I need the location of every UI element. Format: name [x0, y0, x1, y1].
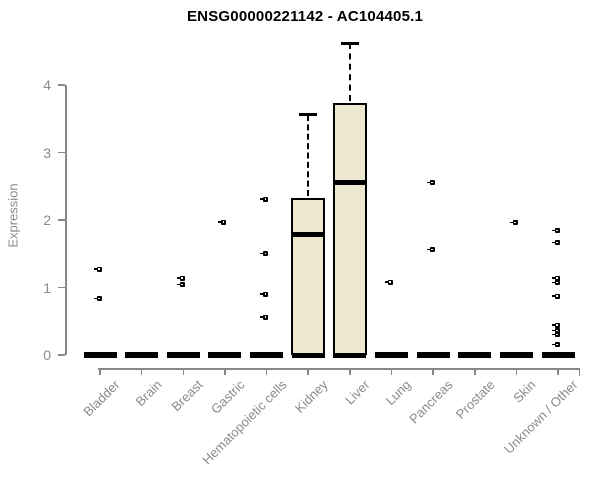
outlier-point	[260, 314, 269, 320]
category-label-bladder: Bladder	[80, 377, 123, 420]
category-label-brain: Brain	[132, 377, 165, 410]
outlier-point	[260, 291, 269, 297]
x-axis-tick	[265, 368, 268, 375]
x-axis-tick	[432, 368, 434, 375]
outlier-point	[551, 342, 560, 348]
zero-expression-bar	[374, 352, 408, 358]
x-axis-end-tick	[578, 368, 580, 376]
category-label-liver: Liver	[341, 377, 373, 408]
outlier-point	[551, 328, 560, 334]
outlier-point	[551, 322, 560, 328]
x-axis-tick	[307, 368, 309, 375]
y-axis-title: Expression	[5, 183, 21, 248]
y-tick-label: 1	[43, 279, 51, 296]
outlier-point	[509, 220, 518, 226]
zero-expression-bar	[125, 352, 159, 358]
y-axis-tick	[58, 84, 65, 86]
y-axis-tick	[58, 151, 65, 154]
y-axis-line	[65, 85, 67, 355]
outlier-point	[384, 279, 393, 285]
outlier-point	[176, 282, 185, 288]
x-axis-tick	[140, 368, 143, 375]
y-axis-tick	[58, 219, 65, 221]
box-liver	[332, 103, 367, 355]
x-axis-tick	[349, 368, 351, 375]
zero-expression-bar	[208, 352, 242, 358]
category-label-gastric: Gastric	[207, 377, 248, 417]
upper-whisker-kidney	[306, 114, 309, 196]
zero-expression-bar	[416, 352, 450, 358]
outlier-point	[93, 266, 102, 272]
chart-title: ENSG00000221142 - AC104405.1	[186, 8, 424, 25]
x-axis-line	[98, 368, 580, 370]
whisker-cap-liver	[340, 41, 359, 45]
category-label-lung: Lung	[383, 377, 415, 409]
outlier-point	[260, 196, 269, 202]
category-label-breast: Breast	[168, 377, 206, 415]
zero-expression-bar	[83, 352, 117, 358]
zero-expression-bar	[250, 352, 284, 358]
x-axis-tick	[390, 368, 393, 375]
outlier-point	[551, 332, 560, 338]
x-axis-tick	[474, 368, 476, 375]
box-kidney	[291, 197, 326, 355]
y-axis-tick	[58, 354, 65, 356]
outlier-point	[551, 293, 560, 299]
x-axis-tick	[557, 368, 559, 375]
x-axis-tick	[515, 368, 518, 375]
category-label-pancreas: Pancreas	[406, 377, 456, 427]
outlier-point	[551, 275, 560, 281]
y-tick-label: 0	[43, 347, 51, 363]
zero-expression-bar	[166, 352, 200, 358]
median-liver	[332, 179, 367, 185]
category-label-prostate: Prostate	[452, 377, 498, 422]
category-label-unknown-other: Unknown / Other	[501, 377, 581, 457]
x-axis-tick	[224, 368, 226, 375]
upper-whisker-liver	[348, 43, 351, 102]
outlier-point	[426, 247, 435, 253]
outlier-point	[93, 296, 102, 302]
median-kidney	[291, 232, 326, 238]
outlier-point	[551, 280, 560, 286]
y-tick-label: 4	[43, 77, 51, 93]
outlier-point	[551, 228, 560, 234]
outlier-point	[260, 251, 269, 257]
outlier-point	[218, 219, 227, 225]
y-axis-tick	[58, 286, 65, 289]
category-label-skin: Skin	[510, 377, 539, 406]
y-tick-label: 3	[43, 144, 51, 161]
outlier-point	[176, 275, 185, 281]
y-tick-label: 2	[43, 212, 51, 228]
outlier-point	[551, 240, 560, 246]
zero-expression-bar	[499, 352, 533, 358]
x-axis-tick	[99, 368, 101, 375]
zero-expression-bar	[541, 352, 575, 358]
x-axis-tick	[182, 368, 185, 375]
zero-expression-bar	[458, 352, 492, 358]
outlier-point	[426, 180, 435, 186]
whisker-cap-kidney	[299, 113, 318, 117]
category-label-kidney: Kidney	[292, 377, 331, 416]
